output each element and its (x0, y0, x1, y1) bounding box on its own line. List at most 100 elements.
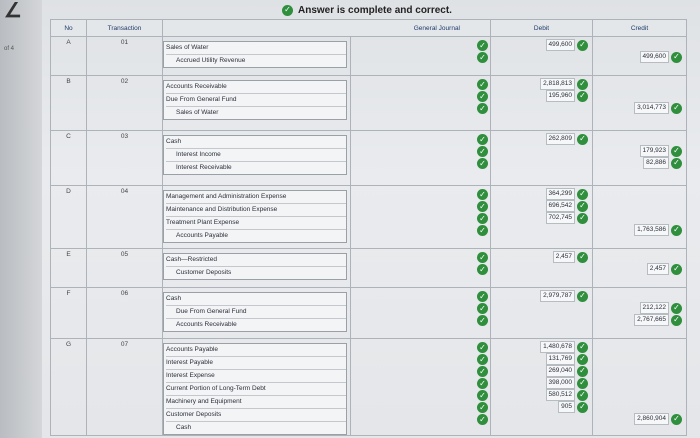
debit-cell: 2,457 ✓ (490, 248, 593, 288)
credit-amount (593, 251, 682, 263)
check-icon: ✓ (282, 4, 293, 16)
account-name-field[interactable]: Treatment Plant Expense (166, 217, 346, 230)
credit-amount (593, 401, 682, 413)
account-name-field[interactable]: Interest Receivable (176, 164, 232, 171)
entry-letter: G (50, 338, 87, 436)
account-name-field[interactable]: Customer Deposits (176, 269, 232, 276)
debit-input[interactable]: 195,960 (545, 90, 575, 102)
account-name-field[interactable]: Cash (166, 136, 346, 149)
debit-input[interactable]: 131,769 (545, 353, 575, 365)
debit-input[interactable]: 1,480,678 (540, 341, 575, 353)
debit-input[interactable]: 696,542 (545, 200, 575, 212)
debit-input[interactable]: 364,299 (545, 188, 575, 200)
check-icon: ✓ (477, 252, 488, 263)
account-name-field[interactable]: Interest Expense (166, 370, 346, 383)
account-cell: Accounts Receivable Due From General Fund… (162, 75, 351, 131)
credit-amount: 2,767,665 ✓ (593, 314, 682, 326)
check-icon: ✓ (577, 90, 588, 102)
debit-cell: 499,600 ✓ (490, 36, 593, 76)
account-name-field[interactable]: Accounts Receivable (166, 81, 346, 94)
journal-entry-row: E 05 Cash—Restricted Customer Deposits ✓ ✓ 2,4… (50, 248, 687, 288)
debit-amount (491, 51, 588, 63)
credit-input[interactable]: 499,600 (639, 51, 669, 63)
check-icon: ✓ (577, 251, 588, 263)
account-name-field[interactable]: Interest Income (166, 149, 346, 162)
debit-input[interactable]: 499,600 (545, 39, 575, 51)
account-cell: Accounts Payable Interest Payable Interest… (162, 338, 351, 436)
credit-input[interactable]: 179,923 (639, 145, 669, 157)
entry-letter: A (50, 36, 87, 76)
transaction-number: 06 (86, 287, 163, 339)
check-icon: ✓ (477, 390, 488, 401)
check-icon: ✓ (477, 378, 488, 389)
debit-input[interactable]: 905 (558, 401, 575, 413)
account-name-field[interactable]: Cash—Restricted (166, 254, 346, 267)
check-icon: ✓ (477, 134, 488, 145)
account-name-field[interactable]: Management and Administration Expense (166, 191, 346, 204)
check-icon: ✓ (477, 91, 488, 102)
transaction-number: 02 (86, 75, 163, 131)
credit-input[interactable]: 2,457 (646, 263, 669, 275)
table-header-row: No Transaction General Journal Debit Cre… (50, 19, 687, 37)
account-name-field[interactable]: Current Portion of Long-Term Debt (166, 383, 346, 396)
credit-amount (593, 133, 682, 145)
account-name-field[interactable]: Sales of Water (166, 42, 346, 55)
debit-input[interactable]: 398,000 (545, 377, 575, 389)
check-icon: ✓ (671, 102, 682, 114)
credit-cell: 2,860,904 ✓ (592, 338, 687, 436)
credit-input[interactable]: 1,763,586 (634, 224, 669, 236)
entry-letter: E (50, 248, 87, 288)
account-name-field[interactable]: Cash (166, 293, 346, 306)
debit-amount: 195,960 ✓ (491, 90, 588, 102)
debit-amount (491, 157, 588, 169)
debit-amount: 269,040 ✓ (491, 365, 588, 377)
account-name-field[interactable]: Due From General Fund (166, 306, 346, 319)
check-icon: ✓ (577, 212, 588, 224)
transaction-number: 07 (86, 338, 163, 436)
debit-input[interactable]: 2,818,813 (540, 78, 575, 90)
credit-input[interactable]: 212,122 (639, 302, 669, 314)
credit-cell: 212,122 ✓ 2,767,665 ✓ (592, 287, 687, 339)
account-cell: Cash Due From General Fund Accounts Receiv… (162, 287, 351, 339)
account-name-field[interactable]: Maintenance and Distribution Expense (166, 204, 346, 217)
credit-input[interactable]: 2,767,665 (634, 314, 669, 326)
debit-amount: 398,000 ✓ (491, 377, 588, 389)
journal-sheet: ✓ Answer is complete and correct. No Tra… (42, 0, 700, 438)
account-name-field[interactable]: Interest Payable (166, 357, 346, 370)
debit-input[interactable]: 2,979,787 (540, 290, 575, 302)
debit-input[interactable]: 702,745 (545, 212, 575, 224)
check-icon: ✓ (577, 78, 588, 90)
check-icon: ✓ (671, 51, 682, 63)
debit-amount: 905 ✓ (491, 401, 588, 413)
page-indicator: of 4 (4, 46, 15, 52)
check-icon: ✓ (477, 146, 488, 157)
credit-amount: 3,014,773 ✓ (593, 102, 682, 114)
account-name-field[interactable]: Accounts Receivable (176, 321, 237, 328)
account-name-field[interactable]: Due From General Fund (166, 94, 346, 107)
debit-amount (491, 145, 588, 157)
debit-amount: 2,457 ✓ (491, 251, 588, 263)
check-icon: ✓ (671, 157, 682, 169)
credit-amount (593, 200, 682, 212)
debit-amount: 364,299 ✓ (491, 188, 588, 200)
credit-input[interactable]: 82,886 (643, 157, 669, 169)
account-name-field[interactable]: Accounts Payable (166, 344, 346, 357)
credit-input[interactable]: 2,860,904 (634, 413, 669, 425)
credit-input[interactable]: 3,014,773 (634, 102, 669, 114)
journal-entry-row: D 04 Management and Administration Expense… (50, 185, 687, 249)
account-name-field[interactable]: Machinery and Equipment (166, 396, 346, 409)
account-name-field[interactable]: Accrued Utility Revenue (176, 57, 246, 64)
account-name-field[interactable]: Sales of Water (176, 109, 219, 116)
debit-input[interactable]: 580,512 (545, 389, 575, 401)
credit-cell: 2,457 ✓ (592, 248, 687, 288)
transaction-number: 04 (86, 185, 163, 249)
debit-input[interactable]: 269,040 (545, 365, 575, 377)
credit-amount (593, 341, 682, 353)
debit-input[interactable]: 262,809 (545, 133, 575, 145)
debit-input[interactable]: 2,457 (552, 251, 575, 263)
debit-cell: 364,299 ✓ 696,542 ✓ 702,745 ✓ (490, 185, 593, 249)
credit-cell: 499,600 ✓ (592, 36, 687, 76)
account-name-field[interactable]: Cash (176, 424, 192, 431)
account-name-field[interactable]: Accounts Payable (176, 232, 229, 239)
account-name-field[interactable]: Customer Deposits (166, 409, 346, 422)
